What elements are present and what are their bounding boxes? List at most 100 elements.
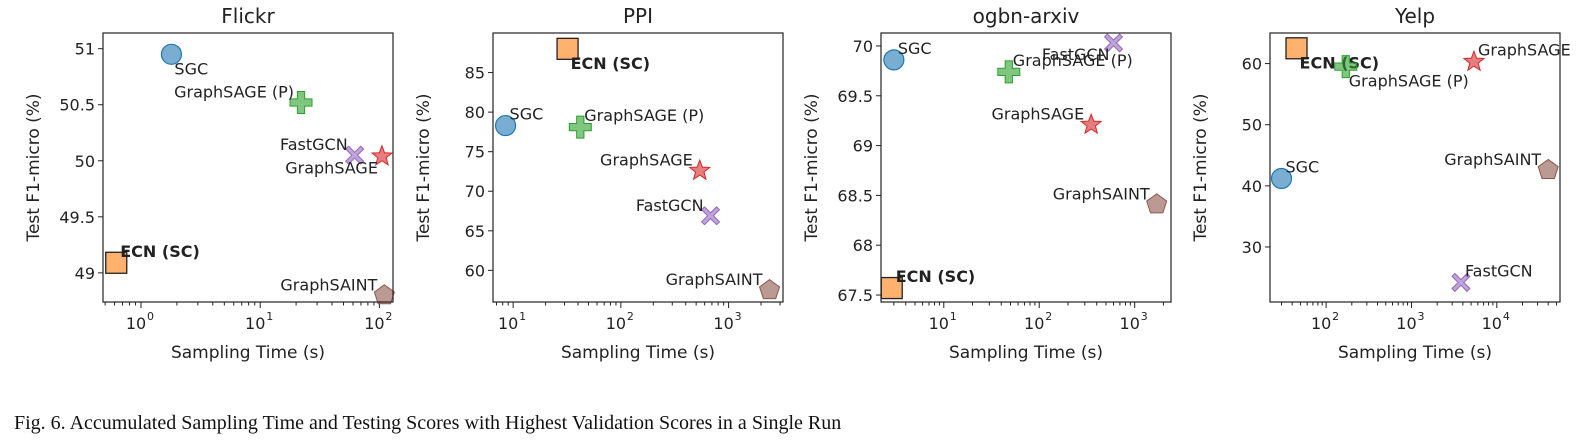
point-label-graphsage: GraphSAGE (285, 158, 378, 177)
point-label-graphsage-p: GraphSAGE (P) (584, 106, 704, 125)
point-sgc (494, 114, 517, 137)
x-tick-label: 10 (1024, 314, 1044, 333)
x-tick-label: 10 (1396, 314, 1416, 333)
point-graphsage (688, 158, 712, 181)
point-label-graphsage: GraphSAGE (991, 105, 1084, 124)
x-axis-label: Sampling Time (s) (171, 343, 325, 363)
x-tick-exponent: 3 (1141, 310, 1148, 323)
y-tick-label: 65 (465, 222, 485, 241)
point-graphsage (1462, 49, 1486, 72)
plot-area-frame (880, 32, 1172, 303)
point-label-graphsage-p: GraphSAGE (P) (1349, 72, 1469, 91)
point-label-ecn-sc: ECN (SC) (896, 267, 976, 286)
y-tick-label: 50 (75, 152, 95, 171)
point-label-ecn-sc: ECN (SC) (571, 54, 651, 73)
y-tick-label: 67.5 (837, 286, 873, 305)
x-tick-label: 10 (1311, 314, 1331, 333)
point-label-graphsaint: GraphSAINT (280, 275, 377, 294)
y-tick-label: 50.5 (59, 96, 95, 115)
x-tick-label: 10 (364, 314, 384, 333)
y-tick-label: 49 (75, 264, 95, 283)
x-axis-label: Sampling Time (s) (1338, 343, 1492, 363)
point-fastgcn (700, 206, 721, 226)
y-tick-label: 50 (1242, 116, 1262, 135)
y-tick-label: 40 (1242, 177, 1262, 196)
y-tick-label: 68.5 (837, 186, 873, 205)
point-label-graphsage-p: GraphSAGE (P) (174, 82, 294, 101)
y-tick-label: 30 (1242, 238, 1262, 257)
x-tick-label: 10 (606, 314, 626, 333)
point-graphsage-p (1334, 55, 1358, 79)
point-ecn-sc (105, 251, 128, 274)
point-label-sgc: SGC (1285, 158, 1319, 177)
point-graphsaint (373, 284, 395, 305)
point-ecn-sc (1285, 37, 1308, 60)
y-tick-label: 69 (853, 137, 873, 156)
point-graphsage-p (289, 90, 313, 114)
point-graphsaint (758, 279, 781, 300)
plot-area-frame (102, 32, 394, 303)
x-tick-label: 10 (126, 314, 146, 333)
y-axis-label: Test F1-micro (%) (802, 93, 822, 242)
point-fastgcn (1451, 272, 1471, 293)
x-tick-label: 10 (245, 314, 265, 333)
point-label-graphsaint: GraphSAINT (1444, 150, 1541, 169)
y-tick-label: 49.5 (59, 208, 95, 227)
y-tick-label: 70 (853, 37, 873, 56)
point-ecn-sc (556, 37, 579, 60)
y-tick-label: 75 (465, 143, 485, 162)
point-fastgcn (1103, 33, 1124, 53)
point-graphsaint (1537, 158, 1559, 179)
plot-area-frame (1269, 32, 1561, 303)
x-tick-exponent: 2 (1332, 310, 1339, 323)
point-label-graphsage: GraphSAGE (600, 151, 693, 170)
point-label-graphsaint: GraphSAINT (1053, 184, 1150, 203)
point-graphsage (370, 144, 394, 166)
y-tick-label: 80 (465, 103, 485, 122)
point-sgc (1270, 167, 1293, 190)
y-axis-label: Test F1-micro (%) (24, 93, 44, 242)
x-tick-exponent: 0 (147, 310, 154, 323)
x-tick-exponent: 1 (950, 310, 957, 323)
point-label-graphsage-p: GraphSAGE (P) (1013, 51, 1133, 70)
figure-caption: Fig. 6. Accumulated Sampling Time and Te… (14, 412, 842, 434)
y-tick-label: 60 (1242, 55, 1262, 74)
point-label-fastgcn: FastGCN (636, 196, 704, 215)
x-tick-label: 10 (498, 314, 518, 333)
point-graphsaint (1146, 193, 1168, 214)
point-label-graphsage: GraphSAGE (1478, 41, 1571, 60)
point-graphsage-p (997, 60, 1021, 84)
x-tick-exponent: 4 (1503, 310, 1510, 323)
x-tick-exponent: 2 (1045, 310, 1052, 323)
point-sgc (160, 43, 183, 65)
plot-area-frame (492, 32, 784, 303)
chart-title: ogbn-arxiv (973, 4, 1080, 28)
point-label-sgc: SGC (174, 59, 208, 78)
y-axis-label: Test F1-micro (%) (1191, 93, 1211, 242)
x-tick-exponent: 3 (735, 310, 742, 323)
point-fastgcn (345, 145, 365, 165)
x-tick-exponent: 3 (1417, 310, 1424, 323)
chart-title: PPI (623, 4, 653, 28)
chart-title: Flickr (221, 4, 275, 28)
chart-title: Yelp (1394, 4, 1435, 28)
y-tick-label: 70 (465, 182, 485, 201)
x-tick-label: 10 (1120, 314, 1140, 333)
y-tick-label: 85 (465, 64, 485, 83)
point-label-fastgcn: FastGCN (1465, 261, 1533, 280)
point-label-sgc: SGC (898, 39, 932, 58)
point-label-fastgcn: FastGCN (280, 135, 348, 154)
x-tick-exponent: 1 (266, 310, 273, 323)
point-graphsage (1079, 112, 1103, 135)
point-label-fastgcn: FastGCN (1042, 45, 1110, 64)
y-tick-label: 69.5 (837, 87, 873, 106)
y-tick-label: 51 (75, 40, 95, 59)
point-label-sgc: SGC (510, 105, 544, 124)
x-tick-label: 10 (929, 314, 949, 333)
x-tick-exponent: 2 (385, 310, 392, 323)
x-tick-label: 10 (1482, 314, 1502, 333)
